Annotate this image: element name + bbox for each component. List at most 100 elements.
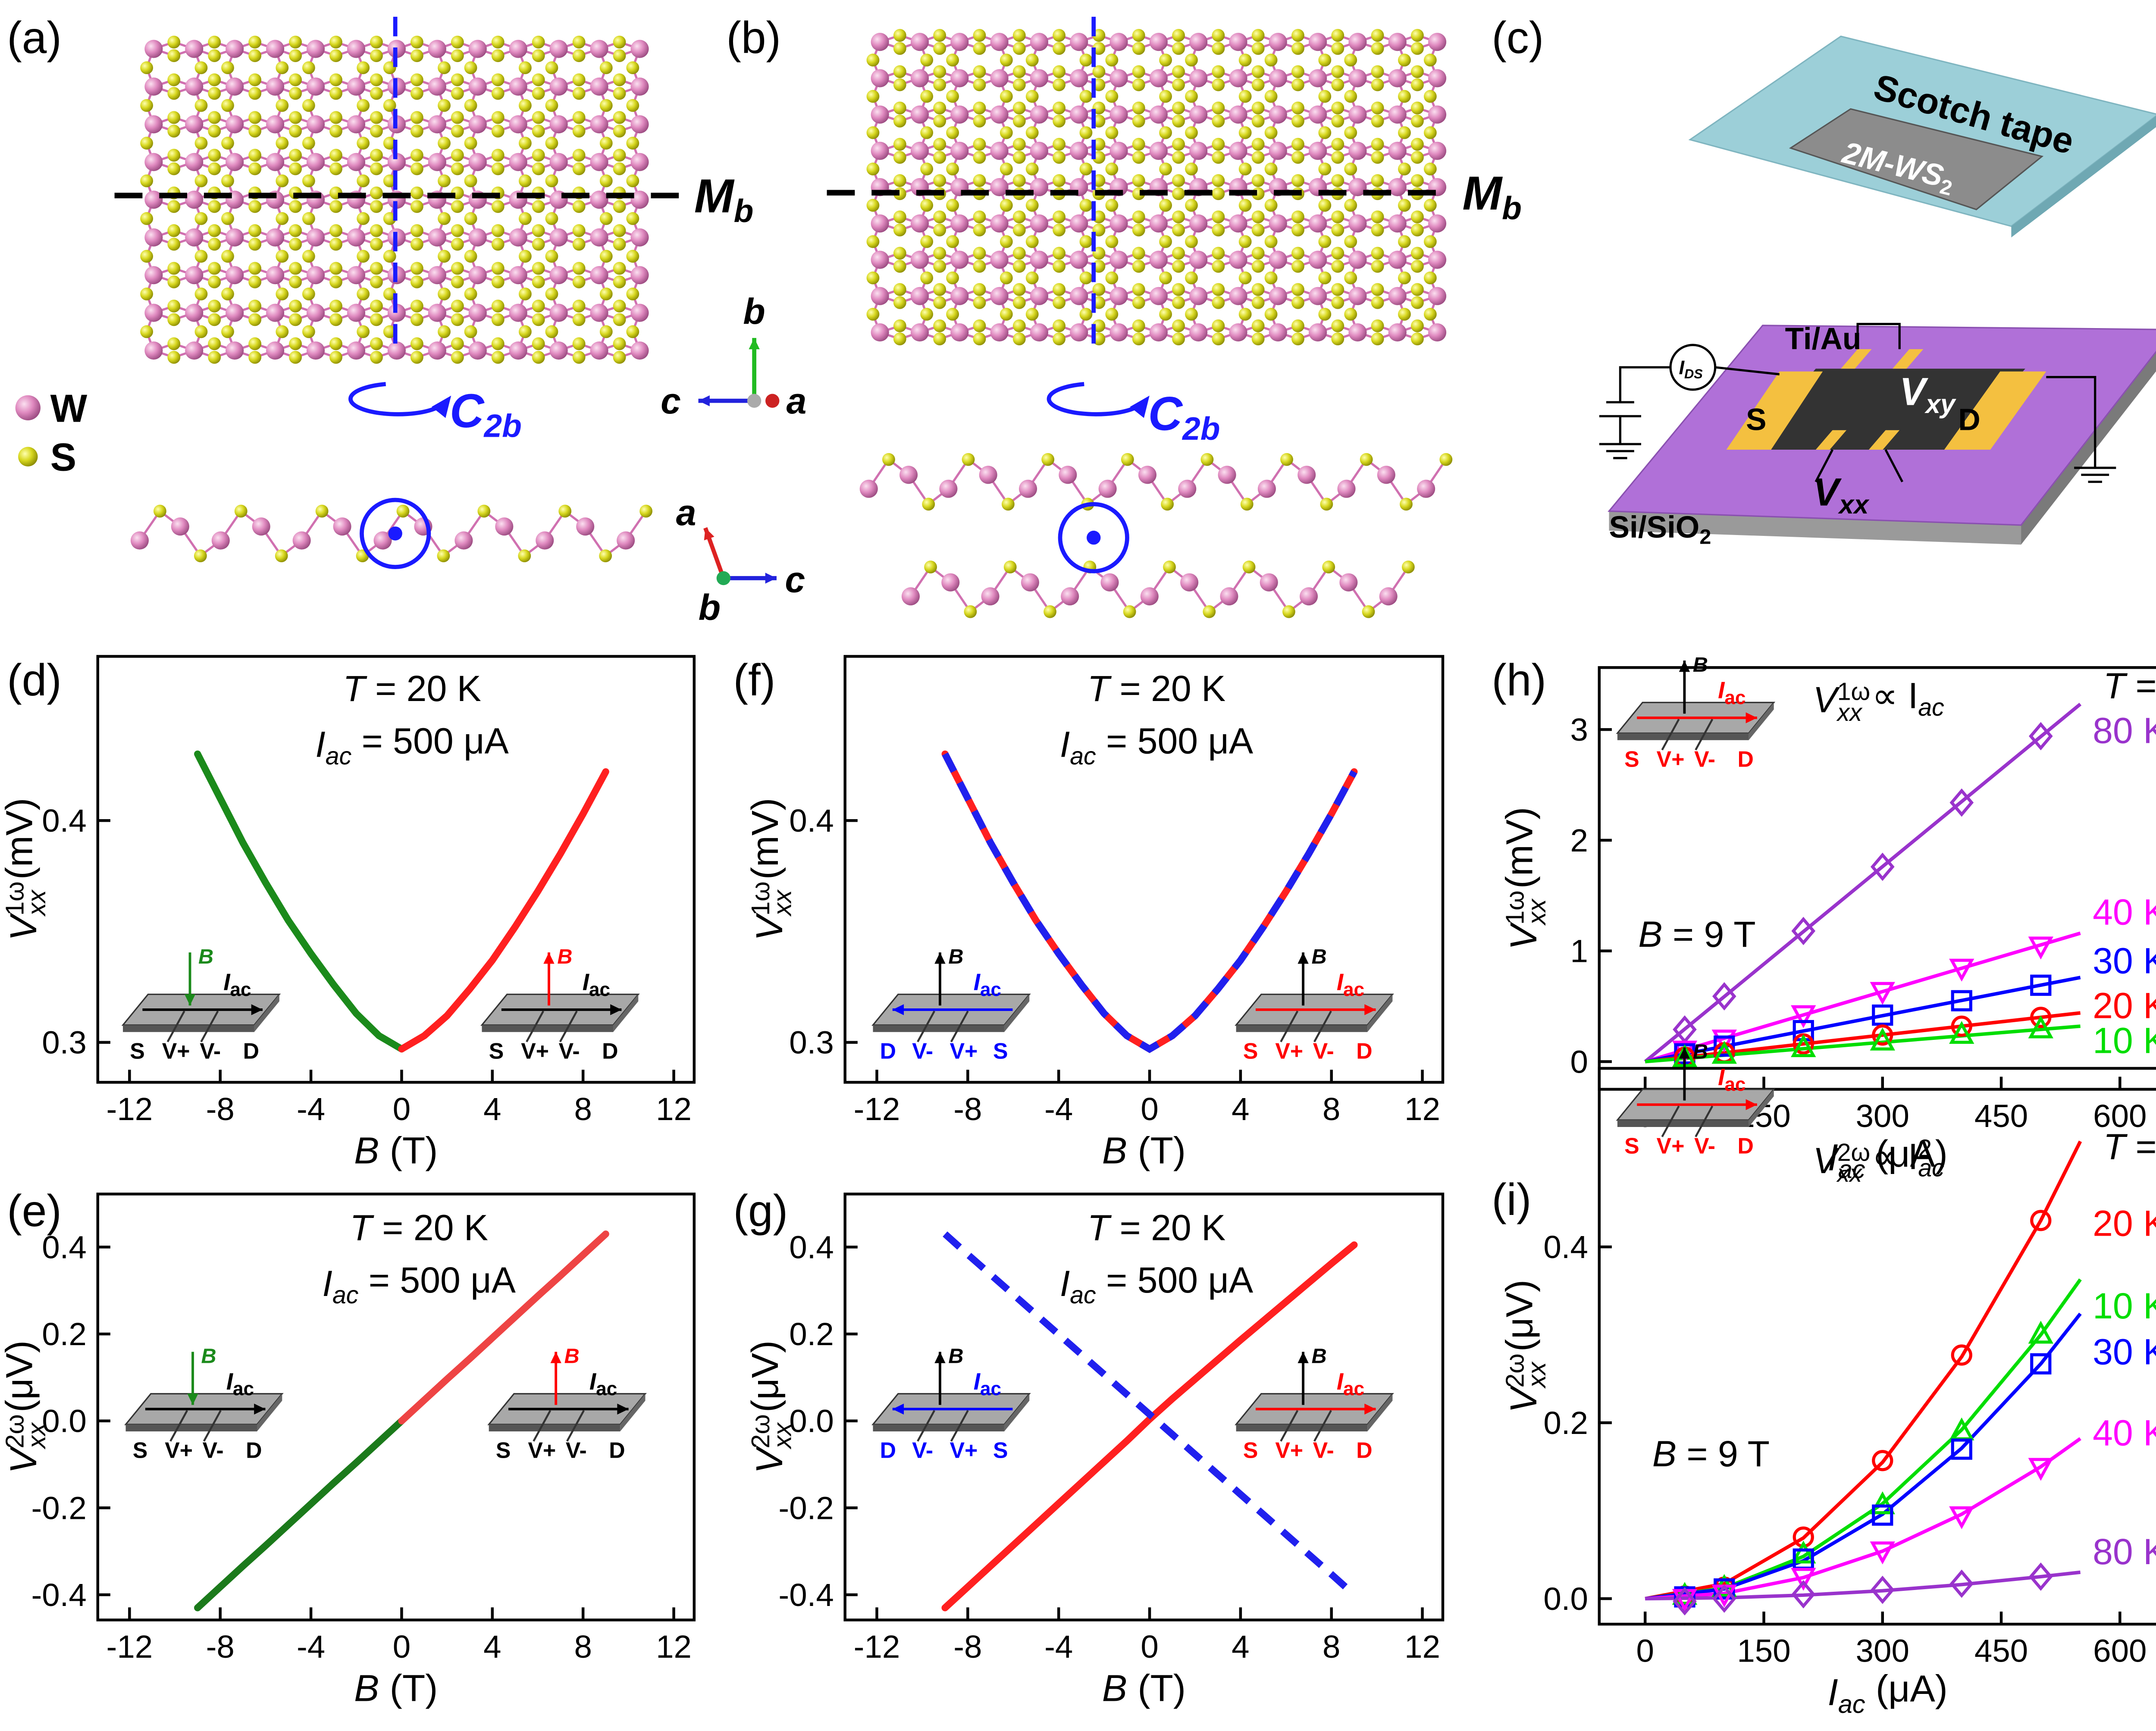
s-atom — [1132, 332, 1145, 346]
s-atom — [329, 87, 342, 100]
w-atom — [468, 266, 487, 285]
s-atom — [613, 337, 626, 351]
w-atom — [306, 40, 325, 58]
s-atom — [248, 35, 262, 49]
x-tick-label: 600 — [2093, 1098, 2147, 1134]
s-atom — [221, 325, 234, 338]
inset-lead — [1661, 719, 1680, 751]
s-atom — [1159, 163, 1172, 175]
s-atom — [1251, 29, 1265, 42]
text-part: B — [1102, 1667, 1127, 1709]
s-atom — [1212, 138, 1225, 151]
w-atom — [1189, 141, 1208, 160]
inset-b-label: B — [1693, 653, 1708, 676]
s-atom — [572, 125, 586, 138]
y-tick-label: 1 — [1570, 933, 1588, 969]
s-atom — [1092, 283, 1106, 296]
s-atom — [1000, 235, 1013, 248]
marker — [1951, 1344, 1972, 1366]
s-atom — [167, 49, 181, 63]
s-atom — [1053, 210, 1065, 224]
text-part: I — [1828, 1671, 1838, 1713]
s-atom — [194, 549, 207, 563]
s-atom — [1159, 199, 1172, 212]
s-atom — [1079, 126, 1093, 139]
s-atom — [1291, 332, 1304, 346]
s-atom — [1238, 126, 1252, 139]
s-atom — [289, 238, 302, 251]
text-part: = 500 μA — [351, 721, 509, 761]
s-atom — [438, 174, 451, 188]
axis-name: b — [699, 587, 721, 628]
s-atom — [893, 296, 906, 309]
w-atom — [1109, 250, 1128, 269]
s-atom — [208, 35, 221, 49]
annotation: Iac = 500 μA — [315, 721, 508, 770]
s-atom — [893, 174, 906, 187]
circuit-wire — [1814, 449, 1904, 482]
s-atom — [221, 212, 234, 225]
s-atom — [1212, 101, 1225, 115]
s-atom — [1331, 247, 1344, 260]
s-atom — [1012, 210, 1026, 224]
s-atom — [1012, 29, 1026, 42]
w-atom — [1309, 214, 1327, 233]
s-atom — [167, 224, 181, 237]
s-atom — [357, 174, 370, 188]
s-atom — [866, 307, 880, 321]
s-atom — [140, 250, 154, 263]
w-atom — [306, 153, 325, 171]
inset-contact-label: V+ — [1657, 1133, 1685, 1158]
s-atom — [1212, 78, 1225, 91]
s-atom — [1411, 319, 1424, 332]
s-atom — [1238, 53, 1252, 67]
marker — [1712, 982, 1736, 1011]
s-atom — [933, 210, 946, 224]
panel-label: (h) — [1492, 655, 1546, 705]
s-atom — [893, 29, 906, 42]
s-atom — [140, 99, 154, 112]
s-atom — [1132, 283, 1145, 296]
s-atom — [1172, 260, 1185, 273]
w-atom — [1149, 250, 1168, 269]
text-part: V — [1502, 921, 1545, 950]
s-atom — [572, 299, 586, 313]
s-atom — [329, 262, 342, 275]
panel-label: (g) — [733, 1186, 788, 1236]
fit-line — [1645, 1140, 2082, 1601]
w-atom — [899, 466, 918, 484]
y-tick-label: -0.4 — [31, 1577, 86, 1613]
arrow-head — [550, 1352, 561, 1363]
panel-label: (c) — [1492, 13, 1544, 63]
s-atom — [140, 287, 154, 300]
w-atom — [981, 587, 1000, 606]
s-atom — [1185, 163, 1198, 175]
s-atom — [1251, 138, 1265, 151]
w-atom — [1070, 69, 1088, 88]
y-tick-label: 0.0 — [42, 1403, 87, 1439]
w-atom — [1109, 69, 1128, 88]
s-atom — [1401, 560, 1415, 574]
x-tick-label: 0 — [1141, 1091, 1158, 1127]
s-atom — [383, 250, 396, 263]
legend-label: 10 K — [2093, 1020, 2156, 1061]
w-atom — [901, 587, 920, 606]
w-atom — [871, 69, 889, 88]
s-atom — [1331, 319, 1344, 332]
s-atom — [451, 162, 464, 175]
s-atom — [1012, 223, 1026, 237]
plot-frame — [96, 1193, 696, 1621]
s-atom — [920, 163, 934, 175]
s-atom — [208, 162, 221, 175]
inset-current-label: Iac — [1337, 969, 1364, 1000]
s-atom — [613, 125, 626, 138]
s-atom — [275, 549, 288, 563]
w-atom — [1309, 105, 1327, 124]
s-atom — [464, 99, 477, 112]
x-tick-label: 8 — [574, 1091, 592, 1127]
s-atom — [572, 351, 586, 364]
w-atom — [1149, 141, 1168, 160]
s-atom — [1280, 453, 1293, 466]
x-tick-label: 300 — [1856, 1633, 1909, 1669]
w-atom — [1229, 69, 1247, 88]
